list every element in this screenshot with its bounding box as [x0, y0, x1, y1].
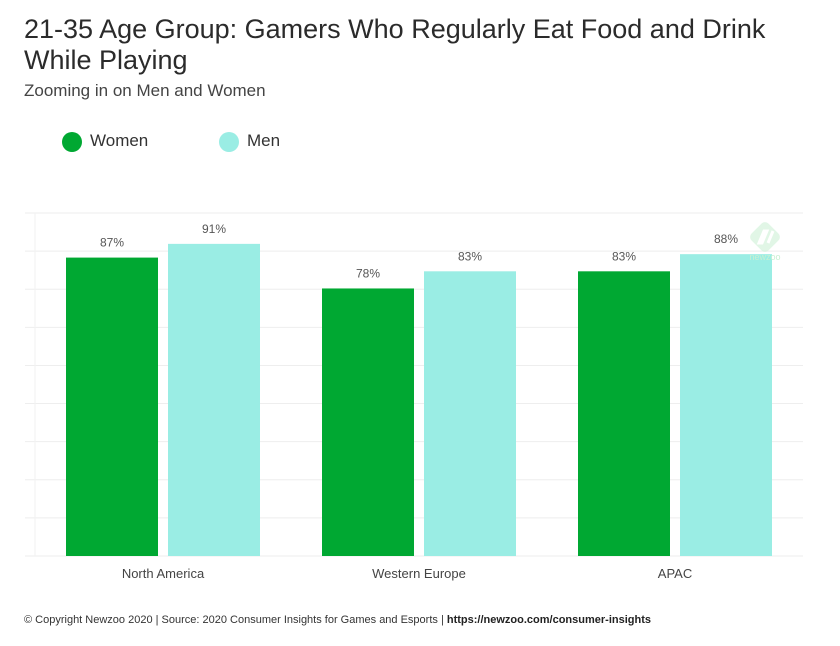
value-label: 87%: [100, 236, 124, 250]
value-label: 88%: [714, 232, 738, 246]
watermark-text: newzoo: [749, 252, 780, 262]
value-label: 83%: [612, 249, 636, 263]
category-label: Western Europe: [372, 566, 466, 581]
newzoo-logo-icon: [750, 222, 780, 252]
category-label: APAC: [658, 566, 692, 581]
legend-swatch-women: [62, 132, 82, 152]
footer: © Copyright Newzoo 2020 | Source: 2020 C…: [24, 614, 651, 626]
value-label: 83%: [458, 249, 482, 263]
bar-men-apac: [680, 254, 772, 556]
bars: [66, 243, 772, 556]
newzoo-watermark: newzoo: [749, 222, 781, 262]
legend-label-women: Women: [90, 131, 149, 150]
legend-label-men: Men: [247, 131, 281, 150]
bar-women-north-america: [66, 257, 158, 556]
footer-source: © Copyright Newzoo 2020 | Source: 2020 C…: [24, 614, 447, 626]
chart-title: 21-35 Age Group: Gamers Who Regularly Ea…: [24, 14, 766, 75]
value-label: 78%: [356, 266, 380, 280]
legend-swatch-men: [219, 132, 239, 152]
bar-chart: 87% 91% 78% 83% 83% 88% North America Western …: [25, 212, 803, 581]
bar-women-apac: [578, 271, 670, 556]
bar-women-western-europe: [322, 288, 414, 556]
bar-men-western-europe: [424, 271, 516, 556]
footer-link[interactable]: https://newzoo.com/consumer-insights: [446, 614, 651, 626]
category-labels: North America Western Europe APAC: [122, 566, 692, 581]
value-labels: 87% 91% 78% 83% 83% 88%: [100, 222, 738, 281]
chart-subtitle: Zooming in on Men and Women: [24, 81, 266, 100]
bar-men-north-america: [168, 243, 260, 556]
value-label: 91%: [202, 222, 226, 236]
category-label: North America: [122, 566, 205, 581]
